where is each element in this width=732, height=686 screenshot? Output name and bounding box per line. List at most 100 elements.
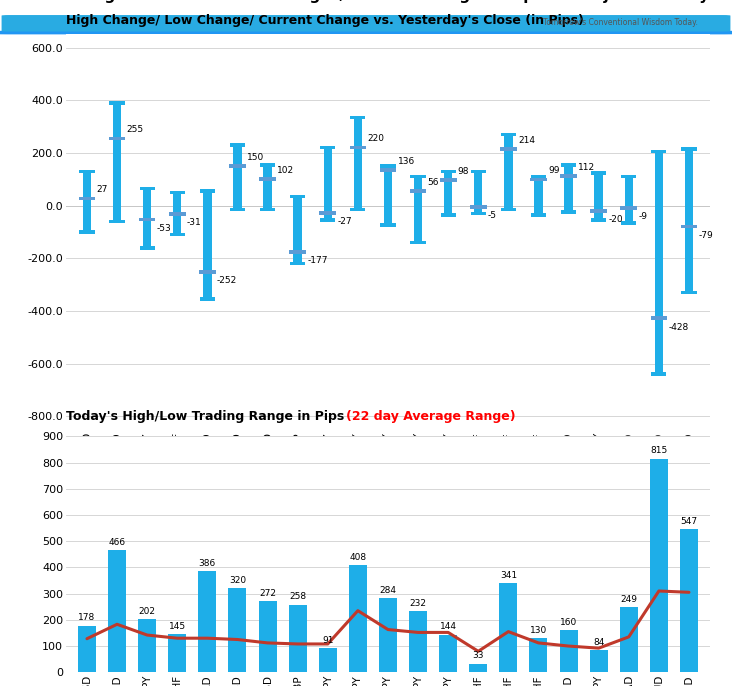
Bar — [621, 175, 636, 178]
Bar — [170, 233, 185, 237]
Bar — [78, 626, 96, 672]
Bar — [199, 270, 216, 274]
Bar — [471, 169, 486, 173]
Bar — [169, 212, 186, 215]
Text: 320: 320 — [229, 576, 246, 585]
Bar — [264, 165, 272, 209]
Bar — [471, 212, 486, 215]
Text: Tomorrow's Conventional Wisdom Today.: Tomorrow's Conventional Wisdom Today. — [542, 18, 698, 27]
Bar — [651, 150, 666, 154]
Text: 84: 84 — [593, 638, 605, 647]
Bar — [440, 178, 457, 182]
Bar — [260, 163, 275, 167]
Bar — [501, 208, 516, 211]
Bar — [621, 221, 636, 224]
Bar — [113, 103, 122, 222]
Text: Today's High/Low Trading Range in Pips: Today's High/Low Trading Range in Pips — [66, 410, 348, 423]
Bar — [140, 187, 154, 190]
Text: -53: -53 — [157, 224, 171, 233]
Bar — [79, 169, 94, 173]
Bar — [234, 145, 242, 209]
Bar — [414, 176, 422, 242]
Text: 815: 815 — [650, 447, 668, 456]
Text: -27: -27 — [337, 217, 352, 226]
Bar — [531, 175, 546, 178]
Bar — [324, 147, 332, 220]
Text: 98: 98 — [458, 167, 469, 176]
Bar — [439, 635, 458, 672]
Text: 160: 160 — [560, 618, 578, 627]
Text: -31: -31 — [187, 218, 201, 227]
Text: 284: 284 — [379, 586, 397, 595]
Bar — [651, 372, 666, 376]
Text: 255: 255 — [127, 126, 143, 134]
Bar — [294, 196, 302, 263]
Bar — [620, 607, 638, 672]
Text: -79: -79 — [698, 230, 714, 239]
Text: 130: 130 — [530, 626, 547, 635]
Text: 27: 27 — [97, 185, 108, 194]
Bar — [499, 583, 518, 672]
Bar — [591, 171, 606, 174]
Bar — [474, 172, 482, 213]
Bar — [229, 164, 246, 168]
Text: -9: -9 — [638, 212, 647, 221]
Bar — [138, 619, 156, 672]
Bar — [590, 650, 608, 672]
Bar — [681, 147, 697, 151]
Bar — [379, 598, 397, 672]
Bar — [143, 189, 152, 248]
Bar — [680, 529, 698, 672]
Text: 214: 214 — [518, 136, 535, 145]
Bar — [288, 604, 307, 672]
Text: 91: 91 — [322, 637, 334, 646]
Bar — [444, 172, 452, 215]
Bar — [441, 213, 456, 217]
Bar — [289, 250, 306, 254]
Bar — [651, 316, 667, 320]
Bar — [681, 291, 697, 294]
Bar — [290, 195, 305, 198]
Bar — [260, 208, 275, 211]
Text: 202: 202 — [138, 607, 156, 616]
Text: 408: 408 — [349, 553, 367, 562]
Bar — [411, 241, 425, 244]
Bar — [290, 261, 305, 265]
Bar — [109, 137, 125, 140]
Bar — [591, 218, 606, 222]
Text: -428: -428 — [668, 322, 689, 331]
Bar — [501, 132, 516, 137]
Bar — [470, 205, 487, 209]
Text: 112: 112 — [578, 163, 595, 172]
Bar — [258, 601, 277, 672]
Bar — [320, 218, 335, 222]
Text: -177: -177 — [307, 257, 328, 265]
Bar — [681, 224, 698, 228]
Bar — [409, 611, 427, 672]
FancyBboxPatch shape — [0, 0, 732, 33]
Bar — [531, 213, 546, 217]
Bar — [139, 217, 155, 222]
Bar — [79, 230, 94, 234]
Bar — [410, 189, 427, 193]
Bar — [110, 101, 124, 105]
Bar — [561, 211, 576, 214]
Bar — [534, 176, 542, 215]
Text: -20: -20 — [608, 215, 623, 224]
Text: High Change/ Low Change/ Current Change vs. Yesterday's Close (in Pips): High Change/ Low Change/ Current Change … — [66, 14, 583, 27]
Text: 7:53 AM: 7:53 AM — [649, 0, 713, 2]
Bar — [504, 134, 512, 209]
Bar — [140, 246, 154, 250]
Bar — [411, 175, 425, 178]
Text: 102: 102 — [277, 165, 294, 174]
Text: 232: 232 — [410, 600, 427, 608]
Text: 150: 150 — [247, 153, 264, 162]
Bar — [320, 146, 335, 150]
Bar — [561, 163, 576, 167]
Text: 144: 144 — [440, 622, 457, 631]
Bar — [83, 172, 92, 232]
Text: 272: 272 — [259, 589, 276, 598]
Bar — [108, 550, 126, 672]
Bar — [380, 168, 396, 172]
Bar — [170, 191, 185, 194]
